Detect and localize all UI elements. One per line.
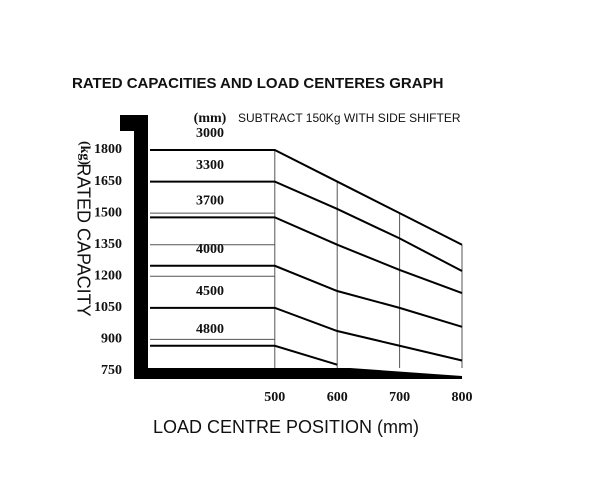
x-tick-label: 600 — [327, 390, 348, 405]
series-label: 3300 — [196, 158, 224, 173]
series-line — [150, 306, 463, 362]
y-tick-label: 900 — [101, 332, 122, 347]
y-tick-label: 1650 — [94, 174, 122, 189]
chart-title: RATED CAPACITIES AND LOAD CENTERES GRAPH — [72, 75, 443, 92]
series-line — [150, 216, 463, 295]
series-label: 4000 — [196, 242, 224, 257]
y-tick-label: 1200 — [94, 269, 122, 284]
x-tick-label: 700 — [389, 390, 410, 405]
series-line — [150, 180, 463, 272]
series-line — [150, 264, 463, 328]
series-line — [150, 149, 463, 246]
y-unit: (kg) — [77, 141, 92, 165]
y-tick-label: 1800 — [94, 142, 122, 157]
y-axis-label: RATED CAPACITY — [73, 163, 93, 316]
note: SUBTRACT 150Kg WITH SIDE SHIFTER — [238, 111, 461, 125]
series-label: 3700 — [196, 194, 224, 209]
y-tick-label: 1350 — [94, 237, 122, 252]
series-label: 4500 — [196, 284, 224, 299]
series-line — [150, 344, 338, 366]
x-axis-label: LOAD CENTRE POSITION (mm) — [153, 417, 419, 437]
series-label: 4800 — [196, 322, 224, 337]
y-axis — [134, 115, 148, 379]
x-axis — [134, 368, 462, 379]
series-unit: (mm) — [194, 111, 227, 126]
y-tick-label: 750 — [101, 363, 122, 378]
axis-frame — [120, 115, 462, 379]
x-tick-label: 800 — [452, 390, 473, 405]
x-tick-label: 500 — [264, 390, 285, 405]
y-tick-label: 1500 — [94, 205, 122, 220]
y-tick-label: 1050 — [94, 300, 122, 315]
series-label: 3000 — [196, 126, 224, 141]
